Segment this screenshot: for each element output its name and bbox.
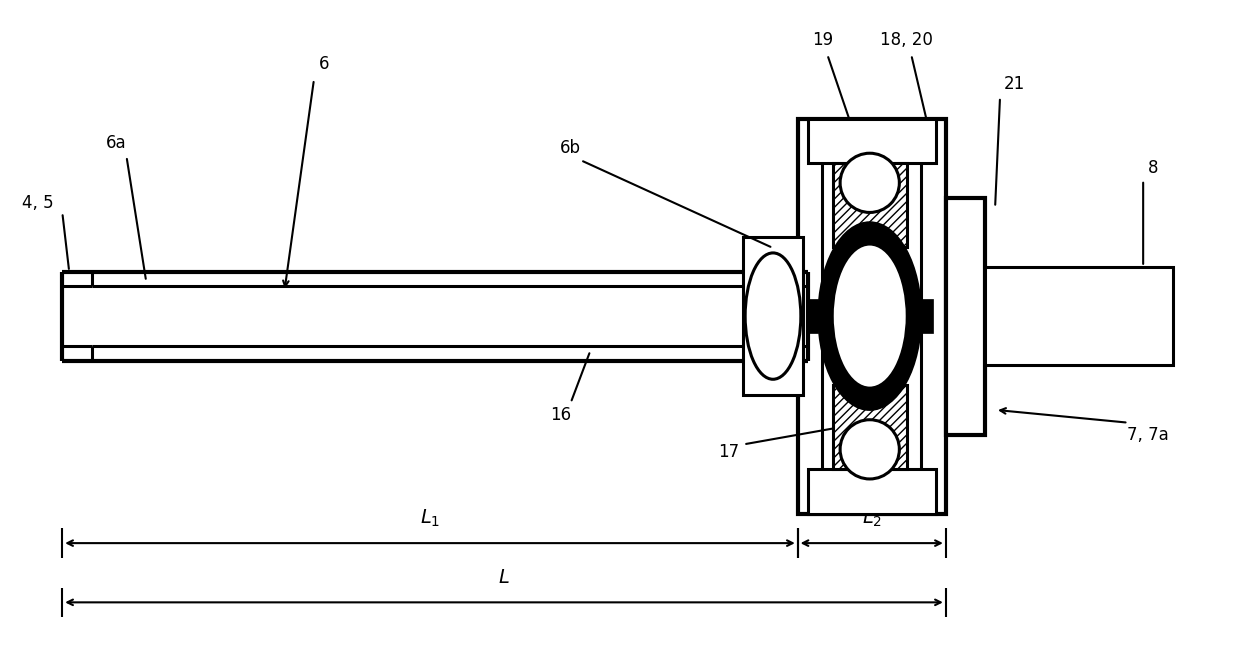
Bar xyxy=(807,119,936,163)
Text: 4, 5: 4, 5 xyxy=(22,194,53,212)
Text: 18, 20: 18, 20 xyxy=(880,31,932,48)
Text: 21: 21 xyxy=(1004,75,1025,93)
Bar xyxy=(62,272,807,360)
Bar xyxy=(797,119,946,514)
Text: $L_1$: $L_1$ xyxy=(420,508,440,529)
Bar xyxy=(946,198,986,435)
Ellipse shape xyxy=(832,244,908,388)
Text: 6: 6 xyxy=(319,56,329,74)
Text: 19: 19 xyxy=(890,490,911,508)
Text: $L_2$: $L_2$ xyxy=(862,508,882,529)
Ellipse shape xyxy=(818,222,921,410)
Bar xyxy=(833,163,906,247)
Bar xyxy=(806,299,818,333)
Bar xyxy=(807,469,936,514)
Text: 6a: 6a xyxy=(107,134,126,152)
Text: 6b: 6b xyxy=(560,140,582,157)
Text: 19: 19 xyxy=(812,31,833,48)
Bar xyxy=(822,149,921,484)
Text: 17: 17 xyxy=(718,443,739,461)
Ellipse shape xyxy=(841,153,899,213)
Ellipse shape xyxy=(841,420,899,479)
Bar xyxy=(744,237,802,395)
Bar xyxy=(921,299,932,333)
Bar xyxy=(986,267,1173,366)
Text: 16: 16 xyxy=(551,406,572,424)
Text: 7, 7a: 7, 7a xyxy=(1127,426,1169,444)
Text: L: L xyxy=(498,568,510,587)
Bar xyxy=(833,385,906,469)
Text: 8: 8 xyxy=(1148,159,1158,177)
